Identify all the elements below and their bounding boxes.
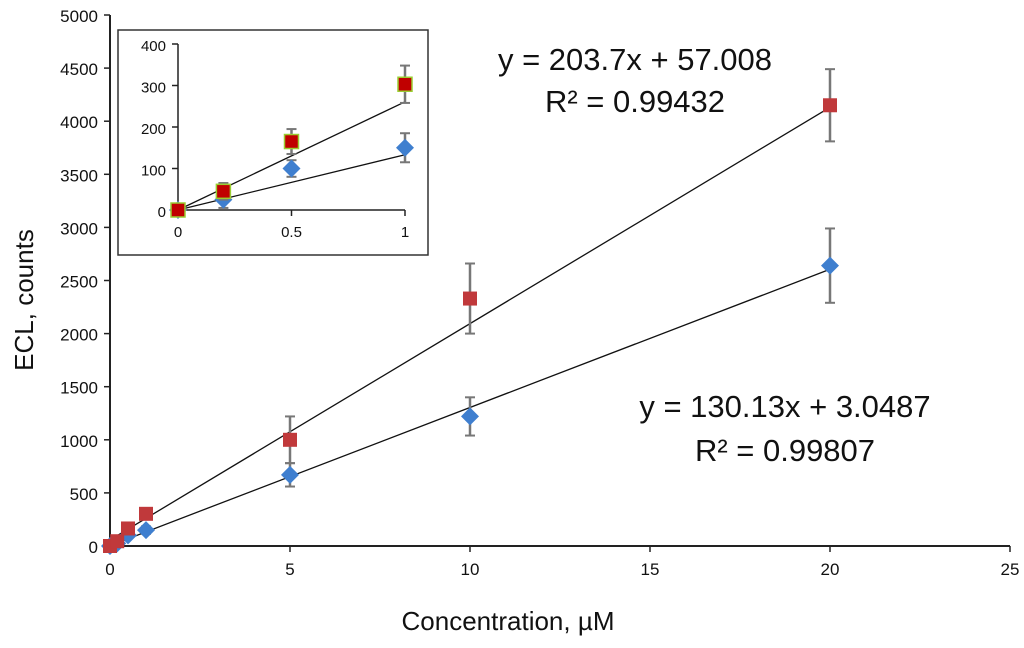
inset-data-point-diamond (396, 138, 414, 157)
y-tick-label: 2000 (60, 326, 98, 345)
data-point-square (823, 98, 837, 113)
red-fit-r2: R² = 0.99432 (545, 84, 725, 119)
x-tick-label: 20 (821, 560, 840, 579)
y-tick-label: 3000 (60, 219, 98, 238)
data-point-square (463, 291, 477, 306)
inset-data-point-square (397, 76, 413, 93)
inset-x-tick-label: 1 (401, 224, 409, 241)
y-tick-label: 500 (70, 485, 98, 504)
inset-y-tick-label: 200 (141, 121, 166, 138)
inset-data-point-diamond (282, 159, 301, 178)
blue-fit-r2: R² = 0.99807 (695, 433, 875, 468)
x-tick-label: 0 (105, 560, 114, 579)
inset-data-point-square (283, 133, 300, 150)
y-tick-label: 3500 (60, 166, 98, 185)
inset-frame (117, 29, 429, 256)
inset-x-tick-label: 0.5 (281, 224, 302, 241)
x-tick-label: 15 (641, 560, 660, 579)
data-point-square (283, 432, 297, 447)
red-fit-equation: y = 203.7x + 57.008 (498, 42, 772, 77)
inset-y-tick-label: 0 (158, 204, 166, 221)
data-point-diamond (281, 465, 299, 484)
inset-data-point-square (170, 202, 186, 218)
y-axis-title: ECL, counts (9, 229, 39, 371)
inset-y-tick-label: 100 (141, 163, 166, 180)
x-tick-label: 25 (1001, 560, 1020, 579)
inset-data-point-square (215, 183, 232, 200)
inset-y-tick-label: 400 (141, 38, 166, 55)
data-point-square (139, 506, 153, 521)
y-tick-label: 0 (89, 538, 98, 557)
data-point-square (110, 534, 125, 549)
y-tick-label: 1000 (60, 432, 98, 451)
y-tick-label: 5000 (60, 7, 98, 26)
y-tick-label: 4500 (60, 60, 98, 79)
y-tick-label: 2500 (60, 273, 98, 292)
data-point-diamond (461, 407, 479, 426)
data-point-diamond (821, 256, 839, 275)
x-tick-label: 10 (461, 560, 480, 579)
blue-fit-equation: y = 130.13x + 3.0487 (639, 389, 930, 424)
x-tick-label: 5 (285, 560, 294, 579)
data-point-square (121, 521, 135, 536)
inset-y-tick-label: 300 (141, 80, 166, 97)
inset-x-tick-label: 0 (174, 224, 182, 241)
y-tick-label: 4000 (60, 113, 98, 132)
y-tick-label: 1500 (60, 379, 98, 398)
x-axis-title: Concentration, µM (402, 606, 615, 636)
data-point-diamond (137, 521, 155, 540)
